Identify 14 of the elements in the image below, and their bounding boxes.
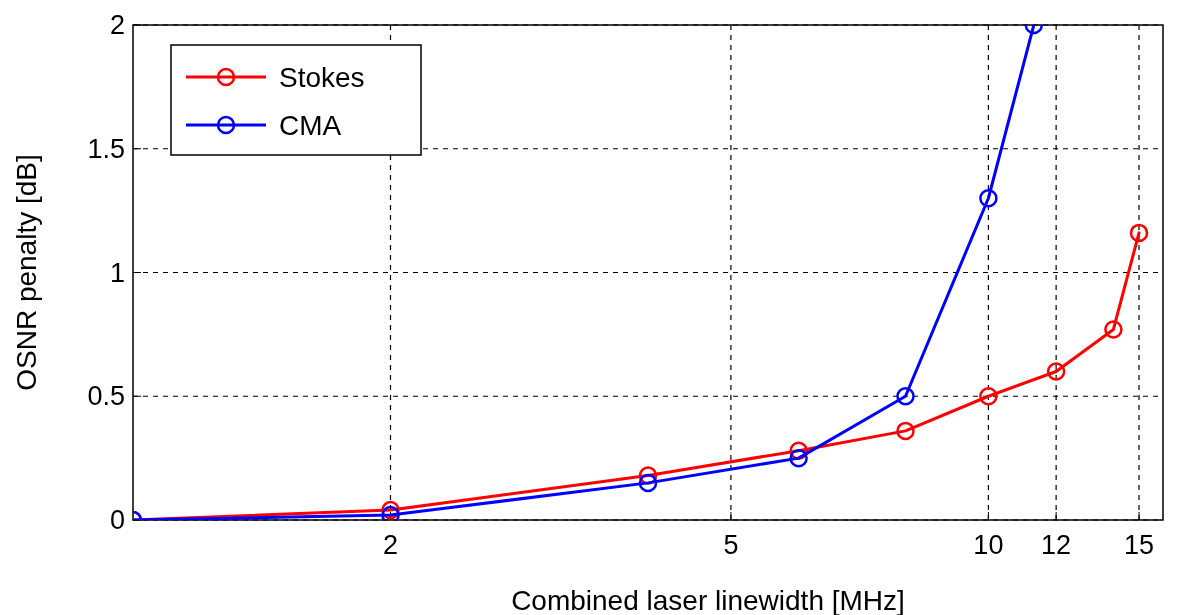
legend-label: Stokes	[279, 62, 365, 93]
y-tick-label: 2	[109, 10, 125, 40]
legend-label: CMA	[279, 110, 342, 141]
y-axis-title: OSNR penalty [dB]	[11, 154, 42, 391]
y-tick-label: 0	[109, 505, 125, 535]
x-tick-label: 10	[973, 530, 1004, 560]
x-tick-label: 5	[723, 530, 739, 560]
x-tick-label: 12	[1041, 530, 1072, 560]
y-tick-label: 1	[109, 257, 125, 288]
y-tick-label: 1.5	[87, 133, 125, 164]
x-tick-label: 2	[382, 530, 399, 560]
x-axis-title: Combined laser linewidth [MHz]	[511, 585, 905, 615]
x-tick-label: 15	[1124, 530, 1155, 560]
y-tick-label: 0.5	[87, 381, 125, 412]
